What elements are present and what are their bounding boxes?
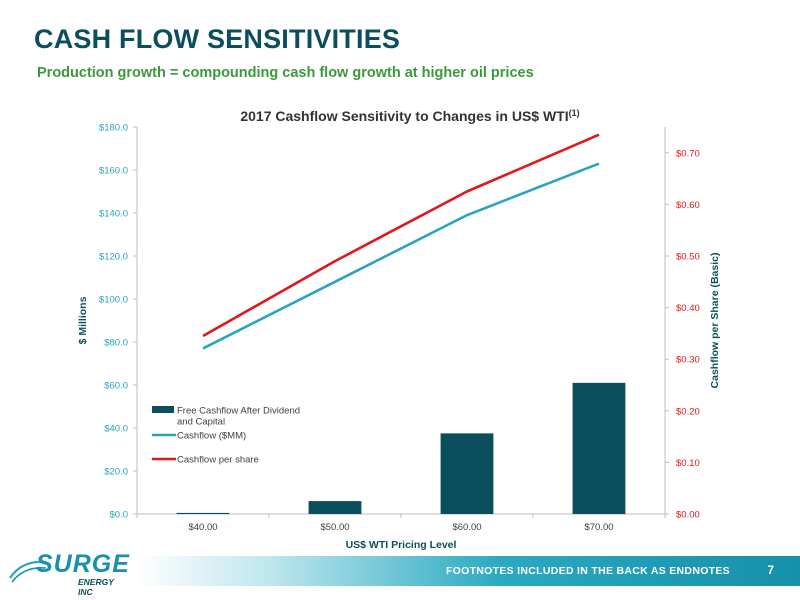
page-number: 7 [767,563,774,577]
bars-layer [176,382,626,514]
right-tick-label: $0.00 [676,510,700,521]
left-tick-label: $100.0 [99,295,128,306]
bar-free-cashflow [572,382,626,514]
left-tick-label: $0.0 [110,510,129,521]
logo-subtitle: ENERGY INC [78,577,114,597]
legend-label: Cashflow per share [177,455,259,466]
slide-title: CASH FLOW SENSITIVITIES [34,24,401,54]
legend-label: Cashflow ($MM) [177,431,246,442]
footer-note: FOOTNOTES INCLUDED IN THE BACK AS ENDNOT… [445,565,730,577]
right-tick-label: $0.60 [676,200,700,211]
legend-label: Free Cashflow After Dividend [177,406,300,417]
right-tick-label: $0.20 [676,406,700,417]
line-cashflow-per-share [202,133,600,338]
bar-free-cashflow [308,501,362,514]
right-tick-label: $0.30 [676,355,700,366]
x-tick-label: $70.00 [584,522,613,533]
right-axis-title: Cashflow per Share (Basic) [709,253,721,389]
left-tick-label: $20.0 [104,467,128,478]
right-tick-label: $0.40 [676,303,700,314]
chart-title-text: 2017 Cashflow Sensitivity to Changes in … [240,108,568,124]
x-tick-label: $50.00 [320,522,349,533]
left-tick-label: $40.0 [104,424,128,435]
line-cashflow-mm [202,162,600,350]
left-tick-label: $120.0 [99,252,128,263]
company-logo: SURGE ENERGY INC [8,550,130,597]
chart-title-superscript: (1) [569,108,580,118]
chart-title: 2017 Cashflow Sensitivity to Changes in … [240,108,579,124]
right-tick-label: $0.10 [676,458,700,469]
right-tick-label: $0.70 [676,148,700,159]
left-tick-label: $160.0 [99,166,128,177]
x-tick-label: $60.00 [452,522,481,533]
left-tick-label: $140.0 [99,209,128,220]
left-tick-label: $180.0 [99,123,128,134]
footer-bar: FOOTNOTES INCLUDED IN THE BACK AS ENDNOT… [136,556,800,586]
legend-swatch-bar [152,406,174,413]
left-axis-title: $ Millions [77,296,89,344]
bar-free-cashflow [440,433,494,514]
right-tick-label: $0.50 [676,252,700,263]
left-tick-label: $80.0 [104,338,128,349]
cashflow-sensitivity-chart: 2017 Cashflow Sensitivity to Changes in … [77,108,721,552]
x-tick-label: $40.00 [188,522,217,533]
x-axis-title: US$ WTI Pricing Level [346,539,457,551]
lines-layer [202,133,600,350]
slide-subtitle: Production growth = compounding cash flo… [37,65,534,81]
logo-wordmark: SURGE [36,550,130,578]
legend-label: and Capital [177,417,225,428]
logo-swoosh-icon [9,560,47,583]
left-tick-label: $60.0 [104,381,128,392]
bar-free-cashflow [176,512,230,514]
axes-layer: $0.0 $20.0 $40.0 $60.0 $80.0 $100.0 $120.0 $140… [77,123,721,552]
